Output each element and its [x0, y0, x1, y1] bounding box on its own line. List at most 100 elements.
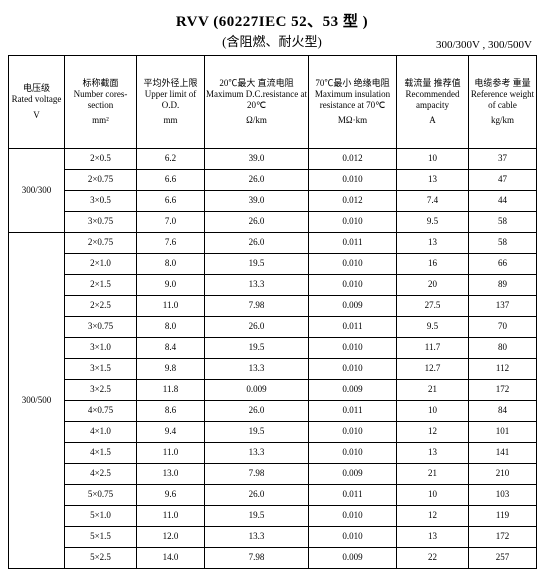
col-header-cn: 电压级 — [10, 83, 63, 94]
cell-wt: 47 — [469, 170, 537, 191]
col-header-en: Maximum insulation resistance at 70℃ — [310, 89, 395, 112]
col-header-2: 平均外径上限Upper limit of O.D.mm — [137, 56, 205, 149]
table-row: 300/5002×0.757.626.00.0111358 — [9, 233, 537, 254]
col-header-cn: 标称截面 — [66, 78, 135, 89]
col-header-unit: MΩ·km — [310, 115, 395, 126]
cell-od: 8.4 — [137, 338, 205, 359]
cell-ins: 0.012 — [309, 149, 397, 170]
cell-ins: 0.011 — [309, 317, 397, 338]
cell-sec: 5×0.75 — [65, 485, 137, 506]
table-row: 5×1.512.013.30.01013172 — [9, 527, 537, 548]
col-header-unit: mm — [138, 115, 203, 126]
cell-ins: 0.010 — [309, 338, 397, 359]
col-header-cn: 载流量 推荐值 — [398, 78, 467, 89]
col-header-unit: kg/km — [470, 115, 535, 126]
cell-dcr: 13.3 — [205, 275, 309, 296]
cell-sec: 3×0.5 — [65, 191, 137, 212]
cell-od: 7.0 — [137, 212, 205, 233]
cell-sec: 4×0.75 — [65, 401, 137, 422]
table-row: 5×2.514.07.980.00922257 — [9, 548, 537, 569]
cell-wt: 58 — [469, 212, 537, 233]
cell-dcr: 26.0 — [205, 317, 309, 338]
cell-dcr: 26.0 — [205, 212, 309, 233]
col-header-unit: V — [10, 110, 63, 121]
col-header-en: Rated voltage — [10, 94, 63, 105]
table-header-row: 电压级Rated voltageV标称截面Number cores-sectio… — [9, 56, 537, 149]
page-title: RVV (60227IEC 52、53 型 ) — [8, 10, 536, 31]
cell-od: 14.0 — [137, 548, 205, 569]
cell-ins: 0.009 — [309, 380, 397, 401]
cell-od: 7.6 — [137, 233, 205, 254]
table-row: 3×0.758.026.00.0119.570 — [9, 317, 537, 338]
cable-spec-table: 电压级Rated voltageV标称截面Number cores-sectio… — [8, 55, 537, 569]
table-row: 4×0.758.626.00.0111084 — [9, 401, 537, 422]
cell-wt: 103 — [469, 485, 537, 506]
col-header-unit: mm² — [66, 115, 135, 126]
col-header-5: 载流量 推荐值Recommended ampacityA — [397, 56, 469, 149]
cell-amp: 10 — [397, 149, 469, 170]
cell-dcr: 19.5 — [205, 422, 309, 443]
col-header-en: Upper limit of O.D. — [138, 89, 203, 112]
cell-amp: 12 — [397, 422, 469, 443]
cell-wt: 70 — [469, 317, 537, 338]
cell-amp: 13 — [397, 170, 469, 191]
table-row: 3×2.511.80.0090.00921172 — [9, 380, 537, 401]
cell-sec: 2×1.5 — [65, 275, 137, 296]
cell-od: 8.6 — [137, 401, 205, 422]
cell-dcr: 19.5 — [205, 506, 309, 527]
cell-sec: 5×1.5 — [65, 527, 137, 548]
cell-od: 9.4 — [137, 422, 205, 443]
cell-amp: 21 — [397, 380, 469, 401]
cell-od: 13.0 — [137, 464, 205, 485]
cell-amp: 7.4 — [397, 191, 469, 212]
cell-amp: 20 — [397, 275, 469, 296]
cell-sec: 4×1.0 — [65, 422, 137, 443]
cell-ins: 0.011 — [309, 233, 397, 254]
cell-wt: 44 — [469, 191, 537, 212]
cell-amp: 22 — [397, 548, 469, 569]
cell-sec: 2×2.5 — [65, 296, 137, 317]
col-header-cn: 电缆参考 重量 — [470, 78, 535, 89]
cell-dcr: 0.009 — [205, 380, 309, 401]
cell-amp: 10 — [397, 401, 469, 422]
cell-ins: 0.011 — [309, 485, 397, 506]
cell-dcr: 7.98 — [205, 464, 309, 485]
cell-wt: 172 — [469, 527, 537, 548]
col-header-cn: 70℃最小 绝缘电阻 — [310, 78, 395, 89]
cell-wt: 210 — [469, 464, 537, 485]
cell-dcr: 7.98 — [205, 548, 309, 569]
cell-od: 12.0 — [137, 527, 205, 548]
col-header-unit: Ω/km — [206, 115, 307, 126]
cell-ins: 0.010 — [309, 275, 397, 296]
col-header-en: Number cores-section — [66, 89, 135, 112]
cell-sec: 3×2.5 — [65, 380, 137, 401]
cell-dcr: 7.98 — [205, 296, 309, 317]
cell-amp: 12.7 — [397, 359, 469, 380]
cell-ins: 0.010 — [309, 527, 397, 548]
table-row: 300/3002×0.56.239.00.0121037 — [9, 149, 537, 170]
table-row: 2×2.511.07.980.00927.5137 — [9, 296, 537, 317]
table-row: 4×1.511.013.30.01013141 — [9, 443, 537, 464]
table-row: 4×2.513.07.980.00921210 — [9, 464, 537, 485]
table-row: 5×0.759.626.00.01110103 — [9, 485, 537, 506]
cell-dcr: 13.3 — [205, 359, 309, 380]
table-row: 3×0.757.026.00.0109.558 — [9, 212, 537, 233]
col-header-0: 电压级Rated voltage V — [9, 56, 65, 149]
cell-amp: 16 — [397, 254, 469, 275]
cell-dcr: 19.5 — [205, 254, 309, 275]
cell-ins: 0.011 — [309, 401, 397, 422]
voltage-right-label: 300/300V , 300/500V — [436, 39, 532, 51]
cell-od: 6.2 — [137, 149, 205, 170]
cell-sec: 5×2.5 — [65, 548, 137, 569]
cell-od: 9.8 — [137, 359, 205, 380]
cell-od: 11.8 — [137, 380, 205, 401]
cell-wt: 37 — [469, 149, 537, 170]
cell-amp: 21 — [397, 464, 469, 485]
col-header-1: 标称截面Number cores-section mm² — [65, 56, 137, 149]
cell-wt: 141 — [469, 443, 537, 464]
cell-wt: 58 — [469, 233, 537, 254]
table-row: 2×0.756.626.00.0101347 — [9, 170, 537, 191]
cell-ins: 0.010 — [309, 506, 397, 527]
cell-ins: 0.009 — [309, 296, 397, 317]
cell-sec: 2×0.5 — [65, 149, 137, 170]
